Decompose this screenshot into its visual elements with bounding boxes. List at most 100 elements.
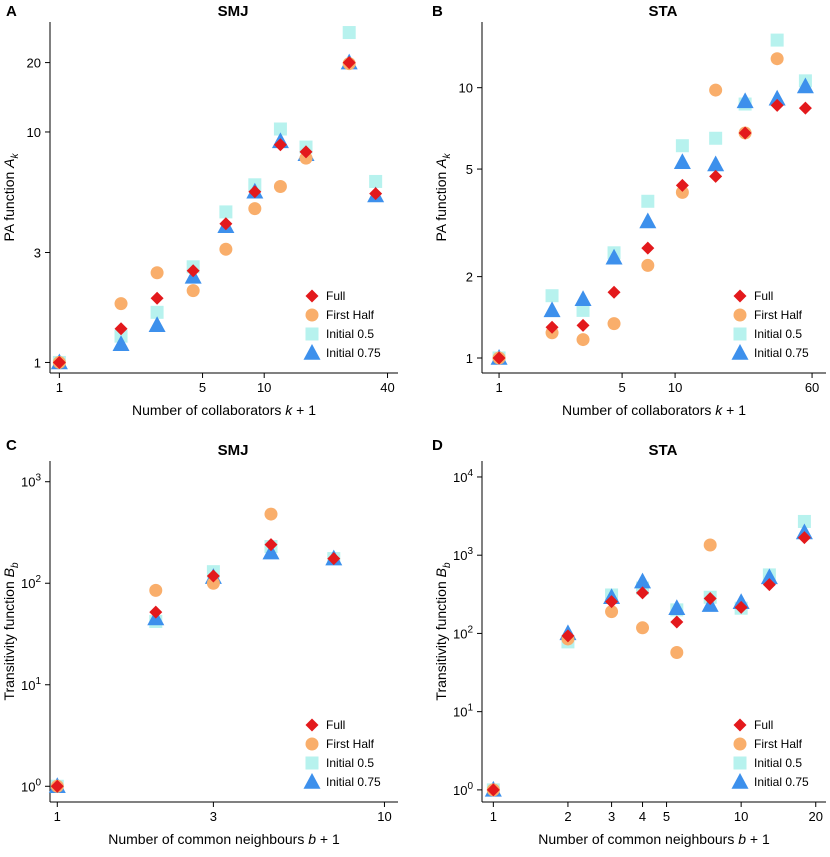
legend-label: Initial 0.5 xyxy=(754,756,802,770)
x-tick-label: 3 xyxy=(210,809,217,824)
legend: Full First Half Initial 0.5 Initial 0.75 xyxy=(303,289,381,360)
data-point xyxy=(768,89,786,106)
data-point xyxy=(50,779,64,793)
data-point xyxy=(607,317,621,331)
y-axis-label: PA function Ak xyxy=(1,152,21,241)
data-point xyxy=(369,187,383,201)
data-point xyxy=(273,122,287,136)
data-point xyxy=(486,783,500,797)
legend: Full First Half Initial 0.5 Initial 0.75 xyxy=(731,289,809,360)
legend-marker xyxy=(305,327,319,341)
legend-marker xyxy=(731,344,749,360)
data-point xyxy=(636,621,650,635)
y-tick-label: 10 xyxy=(459,81,473,96)
panel-letter: A xyxy=(6,3,17,20)
series-initial-05 xyxy=(50,540,341,793)
data-point xyxy=(675,185,689,199)
x-tick-label: 2 xyxy=(564,809,571,824)
legend: Full First Half Initial 0.5 Initial 0.75 xyxy=(303,718,381,789)
series-first-half xyxy=(486,538,717,797)
legend-label: Initial 0.5 xyxy=(326,327,374,341)
legend-label: Initial 0.75 xyxy=(326,775,381,789)
legend-label: First Half xyxy=(326,737,375,751)
legend-label: Full xyxy=(754,718,773,732)
panel-title: SMJ xyxy=(218,3,249,20)
data-point xyxy=(186,264,200,278)
y-axis-label: Transitivity function Bb xyxy=(1,562,21,701)
y-tick-label: 20 xyxy=(27,56,41,71)
data-point xyxy=(219,217,233,231)
y-tick-label: 101 xyxy=(21,676,41,693)
data-point xyxy=(709,169,723,183)
data-point xyxy=(545,289,559,303)
data-point xyxy=(605,605,619,619)
legend-label: Full xyxy=(326,718,345,732)
x-tick-label: 10 xyxy=(734,809,748,824)
data-point xyxy=(149,605,163,619)
x-tick-label: 3 xyxy=(608,809,615,824)
data-point xyxy=(709,83,723,97)
data-point xyxy=(738,126,752,140)
legend-label: First Half xyxy=(754,308,803,322)
y-tick-label: 100 xyxy=(21,777,41,794)
legend-label: First Half xyxy=(326,308,375,322)
x-tick-label: 5 xyxy=(199,380,206,395)
legend-label: Full xyxy=(754,289,773,303)
data-point xyxy=(150,305,164,319)
data-point xyxy=(639,212,657,229)
legend-label: Initial 0.5 xyxy=(326,756,374,770)
data-point xyxy=(576,318,590,332)
panel-d: D STA 1 2 3 4 5 10 20 100 101 102 103 104 Number of co… xyxy=(432,437,826,847)
y-tick-label: 5 xyxy=(466,162,473,177)
data-point xyxy=(561,629,575,643)
data-point xyxy=(543,301,561,318)
series-full xyxy=(52,56,383,369)
data-point xyxy=(760,568,778,585)
data-point xyxy=(248,185,262,199)
series-full xyxy=(486,531,811,797)
legend-marker xyxy=(303,344,321,360)
data-point xyxy=(576,333,590,347)
data-point xyxy=(264,507,278,521)
data-point xyxy=(492,351,506,365)
data-point xyxy=(707,155,725,172)
legend-marker xyxy=(305,718,319,732)
data-point xyxy=(342,26,356,40)
y-axis-label: Transitivity function Bb xyxy=(433,562,453,701)
legend-marker xyxy=(733,718,747,732)
y-tick-label: 3 xyxy=(34,245,41,260)
x-tick-label: 5 xyxy=(663,809,670,824)
x-tick-label: 10 xyxy=(668,380,682,395)
x-tick-label: 4 xyxy=(639,809,646,824)
y-tick-label: 102 xyxy=(21,574,41,591)
data-point xyxy=(641,241,655,255)
x-tick-label: 5 xyxy=(618,380,625,395)
data-point xyxy=(770,33,784,47)
data-point xyxy=(248,202,262,216)
data-point xyxy=(545,320,559,334)
data-point xyxy=(798,101,812,115)
legend-marker xyxy=(733,308,747,322)
y-tick-label: 104 xyxy=(453,468,473,485)
series-initial-075 xyxy=(48,543,343,794)
data-point xyxy=(149,583,163,597)
y-axis-label: PA function Ak xyxy=(433,152,453,241)
data-point xyxy=(206,576,220,590)
panel-letter: C xyxy=(6,437,17,454)
data-point xyxy=(641,194,655,208)
y-tick-label: 103 xyxy=(21,473,41,490)
data-point xyxy=(670,615,684,629)
data-point xyxy=(797,531,811,545)
data-point xyxy=(327,552,341,566)
legend-label: Initial 0.75 xyxy=(754,346,809,360)
data-point xyxy=(112,335,130,351)
data-point xyxy=(703,538,717,552)
y-tick-label: 100 xyxy=(453,781,473,798)
series-initial-075 xyxy=(490,77,814,365)
data-point xyxy=(342,56,356,70)
data-point xyxy=(703,591,717,605)
data-point xyxy=(634,572,652,589)
legend-marker xyxy=(305,756,319,770)
data-point xyxy=(52,355,66,369)
